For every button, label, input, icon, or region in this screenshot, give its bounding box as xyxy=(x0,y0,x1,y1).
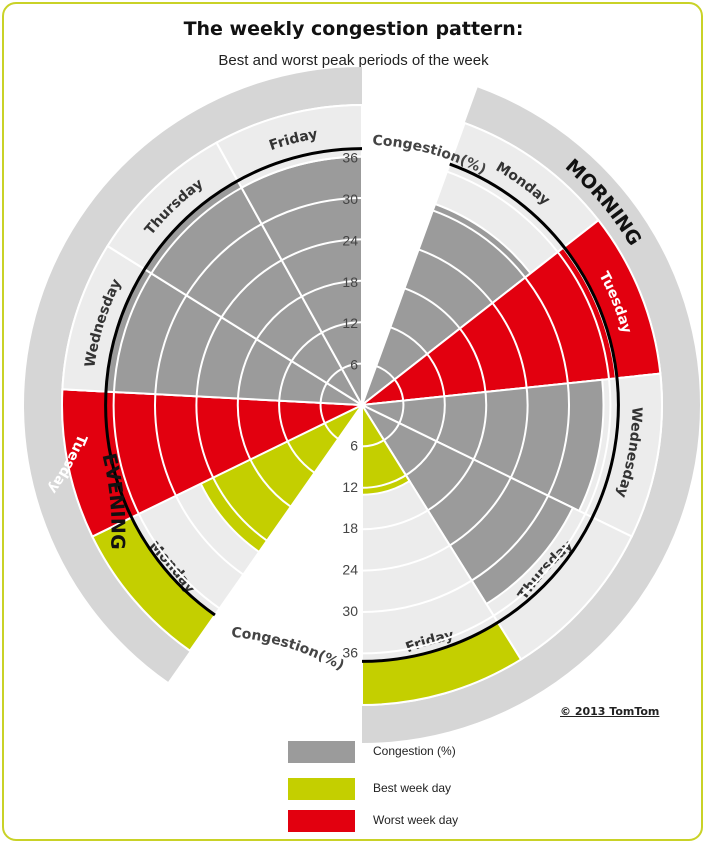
grid-ring-morning-24 xyxy=(361,248,529,572)
chart-subtitle: Best and worst peak periods of the week xyxy=(218,52,489,69)
tick-label-top-30: 30 xyxy=(342,191,358,207)
bar-morning-thursday xyxy=(359,402,575,606)
grid-ring-morning-30 xyxy=(361,209,570,613)
grid-ring-evening-36 xyxy=(112,155,363,610)
axis-label-bottom: Congestion(%) xyxy=(231,625,347,674)
tick-label-bottom-30: 30 xyxy=(342,603,358,619)
tick-label-bottom-12: 12 xyxy=(342,479,358,495)
group-morning: MondayTuesdayWednesdayThursdayFridayMORN… xyxy=(358,121,663,707)
grid-rings xyxy=(112,155,612,655)
group-arc-evening xyxy=(104,147,363,617)
grid-ring-evening-24 xyxy=(195,238,363,542)
tick-label-top-18: 18 xyxy=(342,274,358,290)
grid-ring-evening-30 xyxy=(154,197,363,576)
tick-label-top-12: 12 xyxy=(342,315,358,331)
legend-label-worst: Worst week day xyxy=(373,813,459,827)
legend-swatch-congestion xyxy=(288,741,355,763)
bar-evening-monday xyxy=(199,402,366,554)
bar-morning-friday xyxy=(361,401,411,496)
tick-label-bottom-18: 18 xyxy=(342,520,358,536)
legend-swatch-best xyxy=(288,778,355,800)
group-evening: MondayTuesdayWednesdayThursdayFridayEVEN… xyxy=(45,103,366,653)
chart-title: The weekly congestion pattern: xyxy=(183,18,524,40)
morning-outer-band xyxy=(362,87,700,743)
legend-label-best: Best week day xyxy=(373,781,452,795)
tick-label-bottom-6: 6 xyxy=(350,437,358,453)
tick-label-top-24: 24 xyxy=(342,232,358,248)
bar-morning-monday xyxy=(359,202,532,408)
tick-label-bottom-24: 24 xyxy=(342,562,358,578)
grid-ring-morning-18 xyxy=(361,287,488,531)
outer-bands xyxy=(24,67,700,743)
evening-outer-band xyxy=(24,67,363,682)
grid-ring-evening-6 xyxy=(319,362,363,440)
tick-labels: 6 6 12 12 18 18 24 24 30 30 36 36 xyxy=(342,150,358,661)
grid-ring-evening-12 xyxy=(278,321,363,474)
tick-label-top-6: 6 xyxy=(350,357,358,373)
grid-ring-morning-12 xyxy=(361,326,446,489)
grid-ring-morning-6 xyxy=(361,365,405,448)
grid-ring-evening-18 xyxy=(236,279,363,508)
grid-ring-morning-36 xyxy=(361,170,612,655)
tick-label-bottom-36: 36 xyxy=(342,644,358,660)
bar-morning-wednesday xyxy=(358,378,605,513)
group-arc-morning xyxy=(361,162,620,663)
tick-label-top-36: 36 xyxy=(342,150,358,166)
legend-swatch-worst xyxy=(288,810,355,832)
copyright-notice: © 2013 TomTom xyxy=(560,705,660,718)
legend-label-congestion: Congestion (%) xyxy=(373,744,456,758)
